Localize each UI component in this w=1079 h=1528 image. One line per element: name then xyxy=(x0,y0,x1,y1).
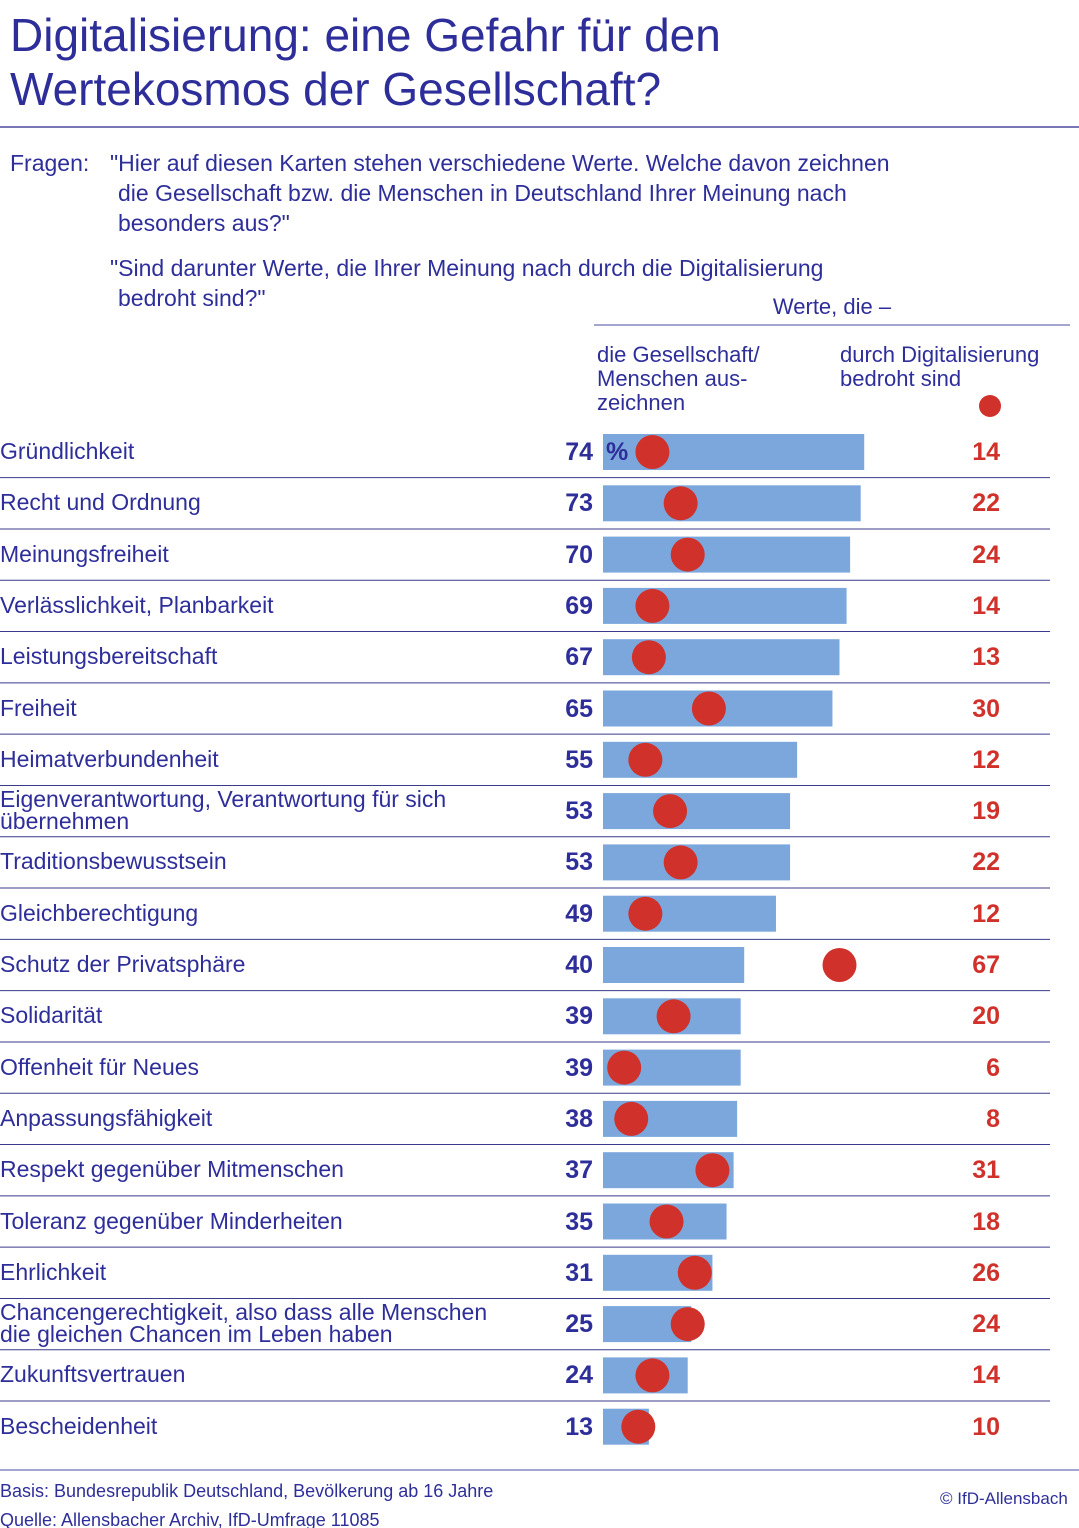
dot xyxy=(607,1050,642,1085)
category-label: Gründlichkeit xyxy=(0,438,135,465)
title: Digitalisierung: eine Gefahr für den Wer… xyxy=(10,9,721,115)
value-label: 24 xyxy=(972,1310,1000,1339)
value-label: 18 xyxy=(972,1207,1000,1236)
value-label: 31 xyxy=(972,1156,1000,1185)
value-label: 67 xyxy=(972,951,1000,979)
bar xyxy=(603,536,851,573)
value-label: 25 xyxy=(565,1310,593,1339)
value-label: 40 xyxy=(565,951,593,979)
bar xyxy=(603,485,861,522)
value-label: 24 xyxy=(972,540,1000,569)
value-label: 22 xyxy=(972,848,1000,877)
value-label: 39 xyxy=(565,1002,593,1031)
dot xyxy=(628,896,663,931)
dot xyxy=(631,640,666,675)
value-label: 69 xyxy=(565,591,593,620)
category-label: Zukunftsvertrauen xyxy=(0,1361,186,1388)
value-label: 74 xyxy=(565,438,593,466)
value-label: 14 xyxy=(972,438,1000,466)
bar xyxy=(603,947,745,983)
legend-dot xyxy=(979,395,1001,417)
category-label: Recht und Ordnung xyxy=(0,489,201,516)
category-label: Chancengerechtigkeit, also dass alle Men… xyxy=(0,1299,488,1348)
legend-label: die Gesellschaft/ Menschen aus- zeichnen xyxy=(597,342,760,415)
dot xyxy=(653,794,688,829)
dot xyxy=(656,999,691,1034)
value-label: 24 xyxy=(565,1361,593,1390)
value-label: 38 xyxy=(565,1104,593,1133)
value-label: 22 xyxy=(972,489,1000,518)
question: "Hier auf diesen Karten stehen verschied… xyxy=(110,150,890,236)
value-label: 55 xyxy=(565,745,593,774)
value-label: 14 xyxy=(972,591,1000,620)
value-label: 39 xyxy=(565,1053,593,1082)
dot xyxy=(635,588,670,623)
dot xyxy=(677,1255,712,1290)
value-label: 70 xyxy=(565,540,593,569)
footer-note: Basis: Bundesrepublik Deutschland, Bevöl… xyxy=(0,1481,494,1501)
value-label: 6 xyxy=(986,1053,1000,1082)
dot xyxy=(822,948,857,982)
category-label: Solidarität xyxy=(0,1002,103,1029)
value-label: 35 xyxy=(565,1207,593,1236)
dot xyxy=(663,486,698,521)
question: "Sind darunter Werte, die Ihrer Meinung … xyxy=(110,255,824,311)
dot xyxy=(621,1409,656,1444)
dot xyxy=(614,1101,649,1136)
value-label: 20 xyxy=(972,1002,1000,1031)
value-label: 26 xyxy=(972,1258,1000,1287)
dot xyxy=(670,1307,705,1342)
category-label: Bescheidenheit xyxy=(0,1412,158,1439)
category-label: Traditionsbewusstsein xyxy=(0,848,227,875)
copyright: © IfD-Allensbach xyxy=(940,1489,1068,1508)
value-label: 19 xyxy=(972,797,1000,826)
legend-label: durch Digitalisierung bedroht sind xyxy=(840,342,1040,391)
value-label: 53 xyxy=(565,848,593,877)
category-label: Heimatverbundenheit xyxy=(0,745,219,772)
value-label: 13 xyxy=(972,643,1000,672)
value-label: 37 xyxy=(565,1156,593,1185)
unit-label: % xyxy=(606,438,629,466)
value-label: 10 xyxy=(972,1412,1000,1441)
category-label: Anpassungsfähigkeit xyxy=(0,1104,213,1131)
value-label: 67 xyxy=(565,643,593,672)
value-label: 8 xyxy=(986,1104,1000,1133)
category-label: Gleichberechtigung xyxy=(0,899,199,926)
value-label: 12 xyxy=(972,899,1000,928)
category-label: Verlässlichkeit, Planbarkeit xyxy=(0,591,274,618)
category-label: Ehrlichkeit xyxy=(0,1258,107,1285)
value-label: 30 xyxy=(972,694,1000,723)
dot xyxy=(663,845,698,880)
category-label: Respekt gegenüber Mitmenschen xyxy=(0,1156,344,1183)
dot xyxy=(691,691,726,726)
category-label: Freiheit xyxy=(0,694,77,721)
value-label: 13 xyxy=(565,1412,593,1441)
questions-label: Fragen: xyxy=(10,150,90,176)
dot xyxy=(649,1204,684,1239)
value-label: 31 xyxy=(565,1258,593,1287)
dot xyxy=(628,742,663,777)
footer-note: Quelle: Allensbacher Archiv, IfD-Umfrage… xyxy=(0,1510,380,1528)
category-label: Meinungsfreiheit xyxy=(0,540,169,567)
bar xyxy=(603,793,791,830)
value-label: 65 xyxy=(565,694,593,723)
category-label: Eigenverantwortung, Verantwortung für si… xyxy=(0,786,447,835)
value-label: 49 xyxy=(565,899,593,928)
category-label: Offenheit für Neues xyxy=(0,1053,200,1080)
dot xyxy=(635,1358,670,1393)
dot xyxy=(695,1153,730,1188)
category-label: Toleranz gegenüber Minderheiten xyxy=(0,1207,343,1234)
value-label: 12 xyxy=(972,745,1000,774)
value-label: 14 xyxy=(972,1361,1000,1390)
group-label: Werte, die – xyxy=(772,294,892,319)
dot xyxy=(670,537,705,572)
dot xyxy=(635,435,670,469)
category-label: Leistungsbereitschaft xyxy=(0,643,218,670)
category-label: Schutz der Privatsphäre xyxy=(0,951,246,978)
value-label: 73 xyxy=(565,489,593,518)
value-label: 53 xyxy=(565,797,593,826)
